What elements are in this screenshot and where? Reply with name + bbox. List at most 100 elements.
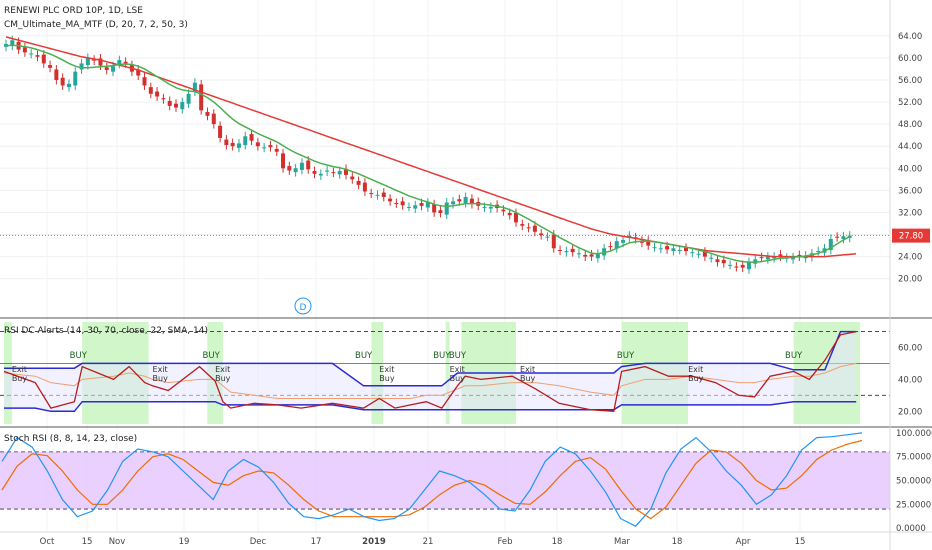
candle-body[interactable] <box>425 202 430 208</box>
candle-body[interactable] <box>457 199 462 202</box>
candle-body[interactable] <box>224 139 229 146</box>
candle-body[interactable] <box>835 236 840 238</box>
candle-body[interactable] <box>734 266 739 268</box>
candle-body[interactable] <box>444 202 449 215</box>
candle-body[interactable] <box>35 55 40 57</box>
candle-body[interactable] <box>249 134 254 141</box>
candle-body[interactable] <box>331 172 336 174</box>
indicator-label[interactable]: CM_Ultimate_MA_MTF (D, 20, 7, 2, 50, 3) <box>4 20 188 30</box>
candle-body[interactable] <box>394 203 399 205</box>
candle-body[interactable] <box>721 259 726 264</box>
candle-body[interactable] <box>375 194 380 196</box>
candle-body[interactable] <box>293 168 298 173</box>
candle-body[interactable] <box>136 69 141 76</box>
candle-body[interactable] <box>419 203 424 206</box>
candle-body[interactable] <box>312 171 317 174</box>
candle-body[interactable] <box>432 204 437 213</box>
candle-body[interactable] <box>60 77 65 86</box>
candle-body[interactable] <box>514 212 518 223</box>
candle-body[interactable] <box>406 206 411 208</box>
candle-body[interactable] <box>22 47 27 53</box>
candle-body[interactable] <box>709 257 714 259</box>
candle-body[interactable] <box>539 233 544 236</box>
candle-body[interactable] <box>180 102 185 110</box>
candle-body[interactable] <box>54 69 59 80</box>
candle-body[interactable] <box>715 259 720 263</box>
candle-body[interactable] <box>765 256 770 260</box>
candle-body[interactable] <box>243 136 248 146</box>
candle-body[interactable] <box>828 238 833 250</box>
candle-body[interactable] <box>702 251 707 257</box>
candle-body[interactable] <box>211 113 216 125</box>
candle-body[interactable] <box>388 198 393 202</box>
candle-body[interactable] <box>111 66 116 72</box>
candle-body[interactable] <box>79 63 84 70</box>
candle-body[interactable] <box>281 153 286 169</box>
candle-body[interactable] <box>350 176 355 180</box>
candle-body[interactable] <box>759 257 764 259</box>
candle-body[interactable] <box>797 254 802 257</box>
candle-body[interactable] <box>690 252 695 254</box>
candle-body[interactable] <box>262 147 267 149</box>
candle-body[interactable] <box>381 192 386 197</box>
candle-body[interactable] <box>218 125 223 138</box>
rsi-axis[interactable]: 60.00 40.00 20.00 <box>898 344 922 418</box>
candle-body[interactable] <box>400 201 405 206</box>
candle-body[interactable] <box>29 53 34 55</box>
candle-body[interactable] <box>532 225 537 232</box>
candle-body[interactable] <box>696 253 701 255</box>
candle-body[interactable] <box>507 212 512 216</box>
candle-body[interactable] <box>728 264 733 266</box>
candle-body[interactable] <box>117 60 122 64</box>
candle-body[interactable] <box>463 196 468 204</box>
candle-body[interactable] <box>299 162 304 170</box>
candle-body[interactable] <box>92 59 97 61</box>
candle-body[interactable] <box>646 240 651 246</box>
candle-body[interactable] <box>85 57 90 66</box>
candle-body[interactable] <box>778 254 783 257</box>
candle-body[interactable] <box>438 210 443 213</box>
candle-body[interactable] <box>274 148 279 152</box>
candle-body[interactable] <box>526 227 531 229</box>
candle-body[interactable] <box>488 206 493 209</box>
candle-body[interactable] <box>205 111 210 116</box>
candle-body[interactable] <box>658 248 663 250</box>
candle-body[interactable] <box>589 254 594 257</box>
candle-body[interactable] <box>186 93 191 104</box>
candle-body[interactable] <box>501 209 506 212</box>
candle-body[interactable] <box>325 170 330 172</box>
candle-body[interactable] <box>306 160 311 170</box>
candle-body[interactable] <box>287 166 292 171</box>
candle-body[interactable] <box>558 249 563 251</box>
candle-body[interactable] <box>255 142 260 147</box>
candle-body[interactable] <box>665 246 670 250</box>
candle-body[interactable] <box>337 171 342 175</box>
candle-body[interactable] <box>192 82 197 92</box>
candle-body[interactable] <box>413 205 418 209</box>
candle-body[interactable] <box>167 100 172 106</box>
candle-body[interactable] <box>356 180 361 185</box>
candle-body[interactable] <box>174 103 178 108</box>
candle-body[interactable] <box>652 247 657 249</box>
stoch-pane-title[interactable]: Stoch RSI (8, 8, 14, 23, close) <box>4 434 137 444</box>
candle-body[interactable] <box>564 251 569 253</box>
time-axis[interactable]: Oct 15 Nov 19 Dec 17 2019 21 Feb 18 Mar 18 Apr 15 <box>40 537 806 547</box>
candle-body[interactable] <box>621 240 626 243</box>
candle-body[interactable] <box>545 236 550 238</box>
candle-body[interactable] <box>41 54 46 64</box>
candle-body[interactable] <box>469 198 474 205</box>
candle-body[interactable] <box>344 168 348 175</box>
candle-body[interactable] <box>602 248 607 256</box>
candle-body[interactable] <box>199 84 204 111</box>
stoch-axis[interactable]: 100.0000 75.0000 50.0000 25.0000 0.0000 <box>896 429 932 534</box>
candle-body[interactable] <box>671 248 676 252</box>
candle-body[interactable] <box>318 173 323 176</box>
candle-body[interactable] <box>746 262 751 270</box>
candle-body[interactable] <box>816 251 821 253</box>
candle-body[interactable] <box>608 246 613 248</box>
candle-body[interactable] <box>684 247 688 252</box>
candle-body[interactable] <box>583 254 588 257</box>
candle-body[interactable] <box>236 143 241 148</box>
candle-body[interactable] <box>595 253 600 259</box>
candle-body[interactable] <box>66 83 71 88</box>
